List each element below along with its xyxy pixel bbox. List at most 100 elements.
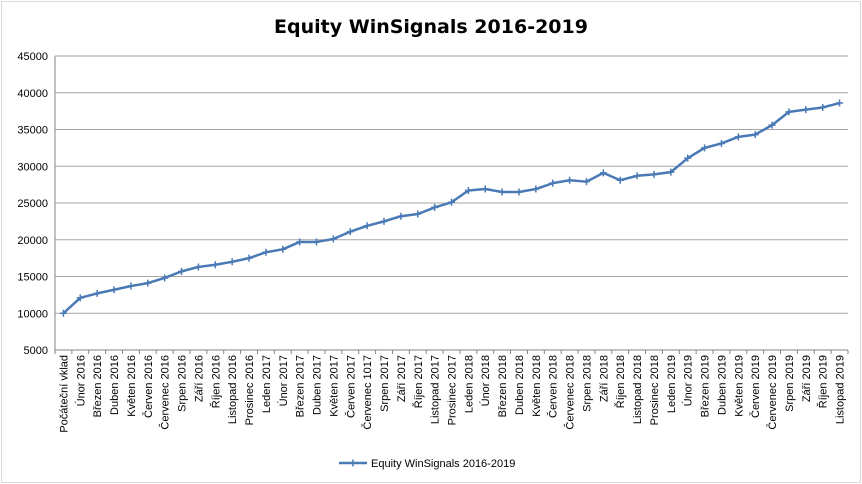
data-point	[448, 198, 455, 206]
x-tick-label: Srpen 2017	[379, 355, 391, 412]
data-point	[380, 217, 388, 225]
data-point	[110, 286, 118, 294]
x-tick-label: Říjen 2017	[412, 355, 425, 408]
legend-label: Equity WinSignals 2016-2019	[371, 458, 515, 470]
data-point	[144, 279, 152, 287]
data-point	[667, 168, 675, 176]
x-tick-label: Duben 2018	[514, 355, 526, 415]
data-point	[211, 261, 219, 269]
x-tick-label: Listopad 2019	[835, 355, 847, 424]
data-point	[397, 212, 405, 220]
y-tick-label: 5000	[24, 345, 48, 357]
data-point	[296, 238, 304, 246]
x-tick-label: Srpen 2018	[581, 355, 593, 412]
x-tick-label: Březen 2019	[700, 355, 712, 417]
x-tick-label: Únor 2019	[682, 355, 695, 406]
x-tick-label: Červen 2019	[749, 355, 762, 418]
x-axis-ticks: Počáteční vklad Únor 2016 Březen 2016 Duben…	[54, 350, 849, 433]
data-point	[633, 172, 641, 180]
x-tick-label: Červenec 2018	[564, 355, 577, 430]
x-tick-label: Březen 2017	[295, 355, 307, 417]
data-point	[701, 144, 709, 152]
data-point	[616, 176, 624, 184]
data-point	[802, 106, 810, 114]
data-point	[464, 187, 472, 195]
y-tick-label: 25000	[17, 198, 48, 210]
y-tick-label: 35000	[17, 125, 48, 137]
x-tick-label: Počáteční vklad	[58, 355, 70, 433]
x-tick-label: Červen 2018	[547, 355, 560, 418]
data-point	[549, 179, 557, 187]
x-tick-label: Únor 2018	[479, 355, 492, 406]
x-tick-label: Červenec 2016	[159, 355, 172, 430]
x-tick-label: Prosinec 2016	[244, 355, 256, 425]
data-point	[498, 188, 506, 196]
data-point	[161, 274, 169, 282]
x-tick-label: Září 2018	[598, 355, 610, 402]
data-point	[93, 289, 101, 297]
x-tick-label: Červen 2016	[142, 355, 155, 418]
x-tick-label: Březen 2016	[92, 355, 104, 417]
y-tick-label: 40000	[17, 88, 48, 100]
data-point	[76, 294, 84, 302]
y-tick-label: 45000	[17, 51, 48, 63]
data-point	[346, 228, 354, 236]
chart-title: Equity WinSignals 2016-2019	[274, 16, 588, 38]
y-axis-ticks: 5000 10000 15000 20000 25000 30000 35000 40000 4…	[17, 51, 48, 357]
x-tick-label: Prosinec 2018	[649, 355, 661, 425]
legend-marker	[349, 459, 357, 467]
x-tick-label: Září 2019	[801, 355, 813, 402]
x-tick-label: Duben 2017	[312, 355, 324, 415]
data-point	[566, 176, 574, 184]
data-point	[819, 103, 827, 111]
data-point	[515, 188, 523, 196]
data-point	[717, 139, 725, 147]
x-tick-label: Červen 2017	[344, 355, 357, 418]
x-tick-label: Únor 2017	[277, 355, 290, 406]
x-tick-label: Září 2016	[193, 355, 205, 402]
y-tick-label: 30000	[17, 161, 48, 173]
x-tick-label: Leden 2018	[463, 355, 475, 413]
data-point	[194, 263, 202, 271]
x-tick-label: Listopad 2016	[227, 355, 239, 424]
data-point	[59, 309, 67, 317]
x-tick-label: Květen 2019	[733, 355, 745, 417]
x-tick-label: Duben 2019	[716, 355, 728, 415]
data-point	[228, 258, 236, 266]
data-point	[684, 154, 692, 162]
data-point	[313, 238, 321, 246]
y-tick-label: 20000	[17, 235, 48, 247]
data-point	[532, 185, 540, 193]
data-point	[599, 169, 607, 177]
x-tick-label: Červenec 1017	[361, 355, 374, 430]
data-point	[329, 235, 337, 243]
data-point	[279, 245, 287, 253]
x-tick-label: Červenec 2019	[766, 355, 779, 430]
data-point	[582, 178, 590, 186]
data-point	[734, 133, 742, 141]
x-tick-label: Listopad 2017	[430, 355, 442, 424]
x-tick-label: Říjen 2016	[209, 355, 222, 408]
data-point	[768, 121, 776, 129]
data-point	[178, 267, 186, 275]
x-tick-label: Listopad 2018	[632, 355, 644, 424]
data-point	[751, 131, 759, 139]
data-point	[785, 108, 793, 116]
data-point	[431, 203, 439, 211]
x-tick-label: Květen 2017	[328, 355, 340, 417]
x-tick-label: Říjen 2019	[817, 355, 830, 408]
x-tick-label: Prosinec 2017	[447, 355, 459, 425]
data-point	[650, 170, 658, 178]
x-tick-label: Únor 2016	[74, 355, 87, 406]
series-line	[62, 101, 840, 315]
data-point	[836, 99, 844, 107]
data-point	[262, 248, 270, 256]
series-layer	[59, 99, 844, 317]
x-tick-label: Duben 2016	[109, 355, 121, 415]
x-tick-label: Září 2017	[396, 355, 408, 402]
data-point	[245, 254, 253, 262]
x-tick-label: Leden 2019	[666, 355, 678, 413]
x-tick-label: Květen 2018	[531, 355, 543, 417]
